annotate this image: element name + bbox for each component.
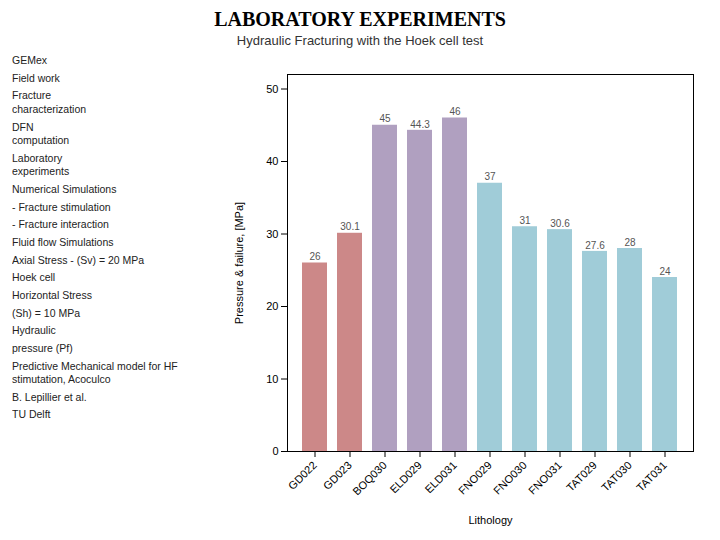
svg-text:46: 46 xyxy=(449,106,461,117)
html-text:LABORATORY EXPERIMENTS: LABORATORY EXPERIMENTS xyxy=(214,8,506,30)
html-text:- Fracture interaction: - Fracture interaction xyxy=(12,218,109,231)
svg-text:Lithology: Lithology xyxy=(468,514,513,526)
html-text:Predictive Mechanical model fo: Predictive Mechanical model for HF stimu… xyxy=(12,359,178,386)
html-text:Laboratory experiments: Laboratory experiments xyxy=(12,151,70,178)
html-text:Axial Stress - (Sv) = 20 MPa: Axial Stress - (Sv) = 20 MPa xyxy=(12,253,145,266)
svg-text:ELD029: ELD029 xyxy=(387,459,424,496)
svg-text:FNO029: FNO029 xyxy=(456,459,494,497)
html-text:Fracture characterization: Fracture characterization xyxy=(12,89,87,115)
svg-text:26: 26 xyxy=(309,251,321,262)
svg-text:30.6: 30.6 xyxy=(550,218,570,229)
html-text:Fluid flow Simulations: Fluid flow Simulations xyxy=(12,236,114,248)
svg-text:20: 20 xyxy=(266,300,278,312)
html-text:Numerical Simulations: Numerical Simulations xyxy=(12,183,117,196)
html-text:GEMex: GEMex xyxy=(12,54,47,66)
svg-text:28: 28 xyxy=(624,237,636,248)
svg-text:24: 24 xyxy=(659,266,671,277)
svg-text:GD023: GD023 xyxy=(321,459,354,492)
svg-text:FNO030: FNO030 xyxy=(491,459,529,497)
svg-text:30: 30 xyxy=(266,228,278,240)
svg-text:BOQ030: BOQ030 xyxy=(350,459,389,498)
svg-text:Pressure & failure, [MPa]: Pressure & failure, [MPa] xyxy=(233,202,245,324)
html-text:TU Delft: TU Delft xyxy=(12,408,51,421)
svg-text:31: 31 xyxy=(519,215,531,226)
html-text:Hoek cell: Hoek cell xyxy=(12,271,56,284)
html-text:(Sh) = 10 MPa: (Sh) = 10 MPa xyxy=(12,306,80,319)
html-text:DFN computation: DFN computation xyxy=(12,120,70,147)
html-text:Hydraulic: Hydraulic xyxy=(12,324,56,337)
svg-text:FNO031: FNO031 xyxy=(526,459,564,497)
html-text:Field work: Field work xyxy=(12,71,60,84)
html-text:Horizontal Stress: Horizontal Stress xyxy=(12,289,92,301)
svg-text:TAT029: TAT029 xyxy=(564,459,599,494)
svg-text:ELD031: ELD031 xyxy=(422,459,459,496)
svg-text:50: 50 xyxy=(266,83,278,95)
svg-text:0: 0 xyxy=(272,445,278,457)
svg-text:45: 45 xyxy=(379,113,391,124)
html-text:Hydraulic Fracturing with the: Hydraulic Fracturing with the Hoek cell … xyxy=(236,33,484,48)
svg-text:30.1: 30.1 xyxy=(340,221,360,232)
svg-text:10: 10 xyxy=(266,373,278,385)
svg-text:27.6: 27.6 xyxy=(585,240,605,251)
html-text:B. Lepillier et al.: B. Lepillier et al. xyxy=(12,390,87,403)
svg-text:GD022: GD022 xyxy=(286,459,319,492)
svg-text:TAT030: TAT030 xyxy=(599,459,634,494)
svg-text:TAT031: TAT031 xyxy=(634,459,669,494)
svg-text:44.3: 44.3 xyxy=(410,119,430,130)
svg-text:40: 40 xyxy=(266,155,278,167)
html-text:- Fracture stimulation: - Fracture stimulation xyxy=(12,200,111,213)
svg-text:37: 37 xyxy=(484,171,496,182)
html-text:pressure (Pf): pressure (Pf) xyxy=(12,341,73,354)
